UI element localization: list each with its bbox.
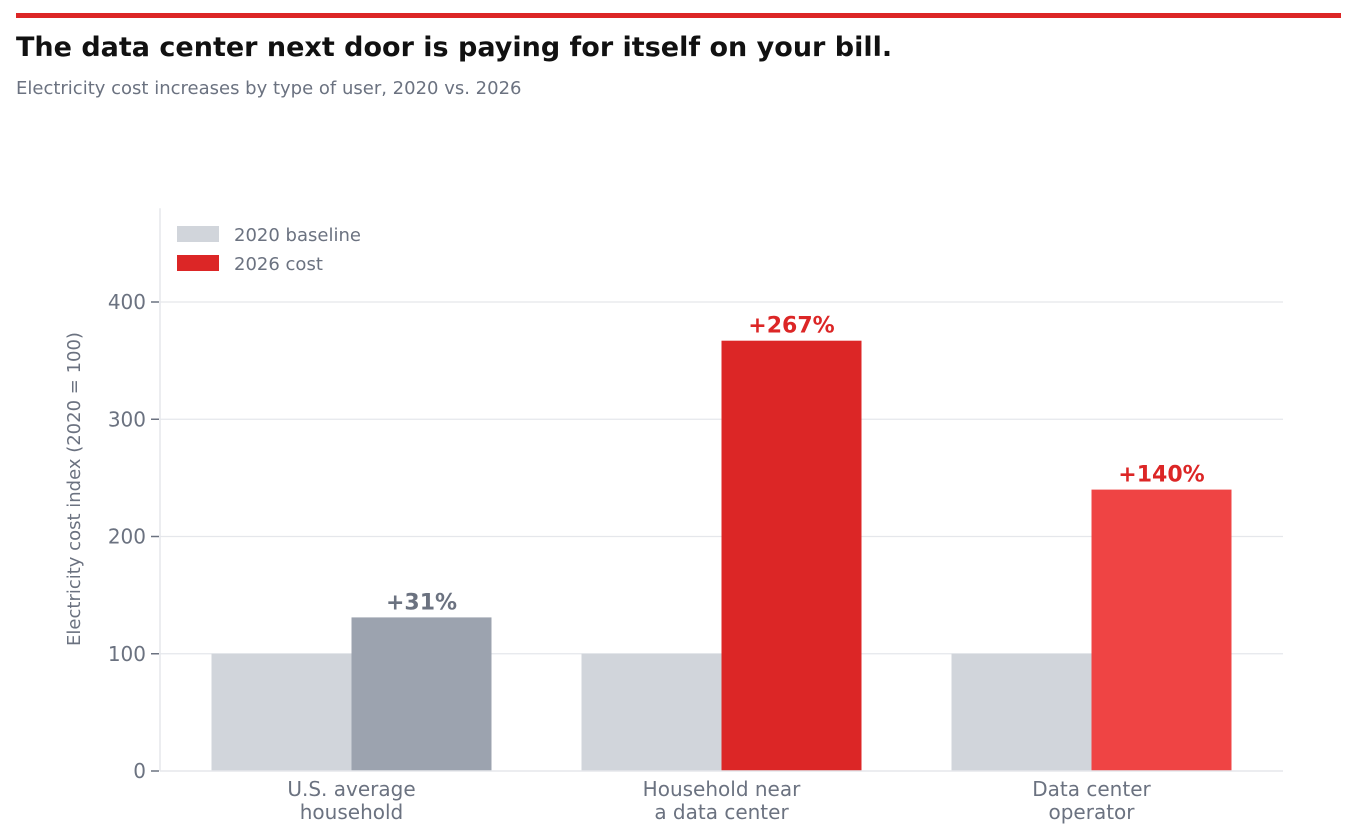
bar-cost-2026 — [721, 340, 862, 771]
x-tick-label: U.S. average household — [287, 777, 415, 824]
data-label: +267% — [748, 314, 834, 339]
y-axis-label: Electricity cost index (2020 = 100) — [64, 332, 85, 646]
bars — [211, 340, 1232, 771]
chart-subtitle: Electricity cost increases by type of us… — [16, 78, 522, 99]
x-tick-label-line: a data center — [654, 800, 789, 824]
y-tick-label: 100 — [108, 642, 146, 666]
top-accent-rule — [16, 13, 1341, 18]
bar-baseline-2020 — [211, 653, 352, 771]
y-tick-label: 0 — [133, 759, 146, 783]
legend-swatch — [177, 255, 219, 271]
bar-baseline-2020 — [581, 653, 722, 771]
bar-cost-2026 — [351, 617, 492, 771]
x-tick-label-line: Data center — [1032, 777, 1151, 801]
data-label: +140% — [1118, 463, 1204, 488]
x-tick-label-line: household — [300, 800, 403, 824]
y-tick-label: 200 — [108, 525, 146, 549]
x-tick-label-line: U.S. average — [287, 777, 415, 801]
y-tick-label: 400 — [108, 290, 146, 314]
x-tick-label: Household near a data center — [643, 777, 801, 824]
axes: 0 100 200 300 400 U.S. average household Househ… — [108, 208, 1283, 824]
data-labels: +31% +267% +140% — [386, 314, 1205, 616]
x-tick-label: Data center operator — [1032, 777, 1151, 824]
y-tick-label: 300 — [108, 407, 146, 431]
data-label: +31% — [386, 590, 457, 615]
chart-title: The data center next door is paying for … — [16, 32, 893, 63]
bar-baseline-2020 — [951, 653, 1092, 771]
legend-swatch — [177, 226, 219, 242]
x-tick-label-line: operator — [1048, 800, 1135, 824]
x-tick-label-line: Household near — [643, 777, 801, 801]
legend: 2020 baseline 2026 cost — [177, 225, 361, 275]
legend-label: 2026 cost — [234, 254, 323, 275]
bar-cost-2026 — [1091, 489, 1232, 771]
legend-label: 2020 baseline — [234, 225, 361, 246]
